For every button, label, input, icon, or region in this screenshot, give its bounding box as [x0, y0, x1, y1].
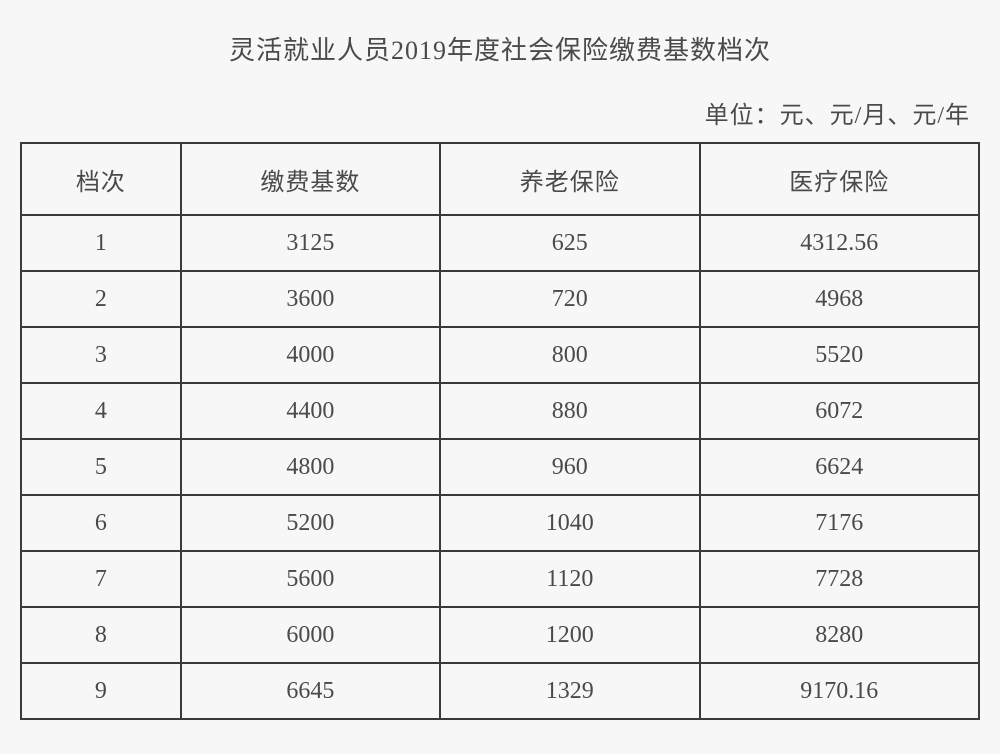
cell-base: 4800	[181, 439, 440, 495]
cell-medical: 4312.56	[700, 215, 979, 271]
cell-base: 4400	[181, 383, 440, 439]
cell-level: 4	[21, 383, 181, 439]
column-header-pension: 养老保险	[440, 143, 699, 215]
cell-level: 2	[21, 271, 181, 327]
cell-pension: 1120	[440, 551, 699, 607]
cell-base: 6000	[181, 607, 440, 663]
cell-medical: 7176	[700, 495, 979, 551]
cell-pension: 720	[440, 271, 699, 327]
table-row: 1 3125 625 4312.56	[21, 215, 979, 271]
cell-medical: 9170.16	[700, 663, 979, 719]
cell-level: 3	[21, 327, 181, 383]
table-row: 3 4000 800 5520	[21, 327, 979, 383]
cell-pension: 625	[440, 215, 699, 271]
table-row: 4 4400 880 6072	[21, 383, 979, 439]
cell-pension: 800	[440, 327, 699, 383]
cell-base: 3600	[181, 271, 440, 327]
column-header-base: 缴费基数	[181, 143, 440, 215]
table-row: 6 5200 1040 7176	[21, 495, 979, 551]
cell-medical: 8280	[700, 607, 979, 663]
cell-medical: 5520	[700, 327, 979, 383]
column-header-medical: 医疗保险	[700, 143, 979, 215]
cell-base: 5600	[181, 551, 440, 607]
cell-pension: 1040	[440, 495, 699, 551]
cell-base: 4000	[181, 327, 440, 383]
cell-base: 3125	[181, 215, 440, 271]
column-header-level: 档次	[21, 143, 181, 215]
table-row: 7 5600 1120 7728	[21, 551, 979, 607]
cell-medical: 6072	[700, 383, 979, 439]
table-row: 9 6645 1329 9170.16	[21, 663, 979, 719]
table-header-row: 档次 缴费基数 养老保险 医疗保险	[21, 143, 979, 215]
cell-medical: 7728	[700, 551, 979, 607]
cell-pension: 1329	[440, 663, 699, 719]
table-row: 2 3600 720 4968	[21, 271, 979, 327]
cell-pension: 960	[440, 439, 699, 495]
cell-base: 5200	[181, 495, 440, 551]
cell-level: 9	[21, 663, 181, 719]
cell-medical: 4968	[700, 271, 979, 327]
cell-base: 6645	[181, 663, 440, 719]
insurance-table: 档次 缴费基数 养老保险 医疗保险 1 3125 625 4312.56 2 3…	[20, 142, 980, 720]
table-row: 5 4800 960 6624	[21, 439, 979, 495]
cell-level: 1	[21, 215, 181, 271]
cell-pension: 880	[440, 383, 699, 439]
cell-level: 8	[21, 607, 181, 663]
cell-level: 5	[21, 439, 181, 495]
cell-medical: 6624	[700, 439, 979, 495]
table-row: 8 6000 1200 8280	[21, 607, 979, 663]
cell-pension: 1200	[440, 607, 699, 663]
cell-level: 7	[21, 551, 181, 607]
unit-label: 单位：元、元/月、元/年	[20, 95, 980, 130]
cell-level: 6	[21, 495, 181, 551]
page-title: 灵活就业人员2019年度社会保险缴费基数档次	[20, 30, 980, 67]
